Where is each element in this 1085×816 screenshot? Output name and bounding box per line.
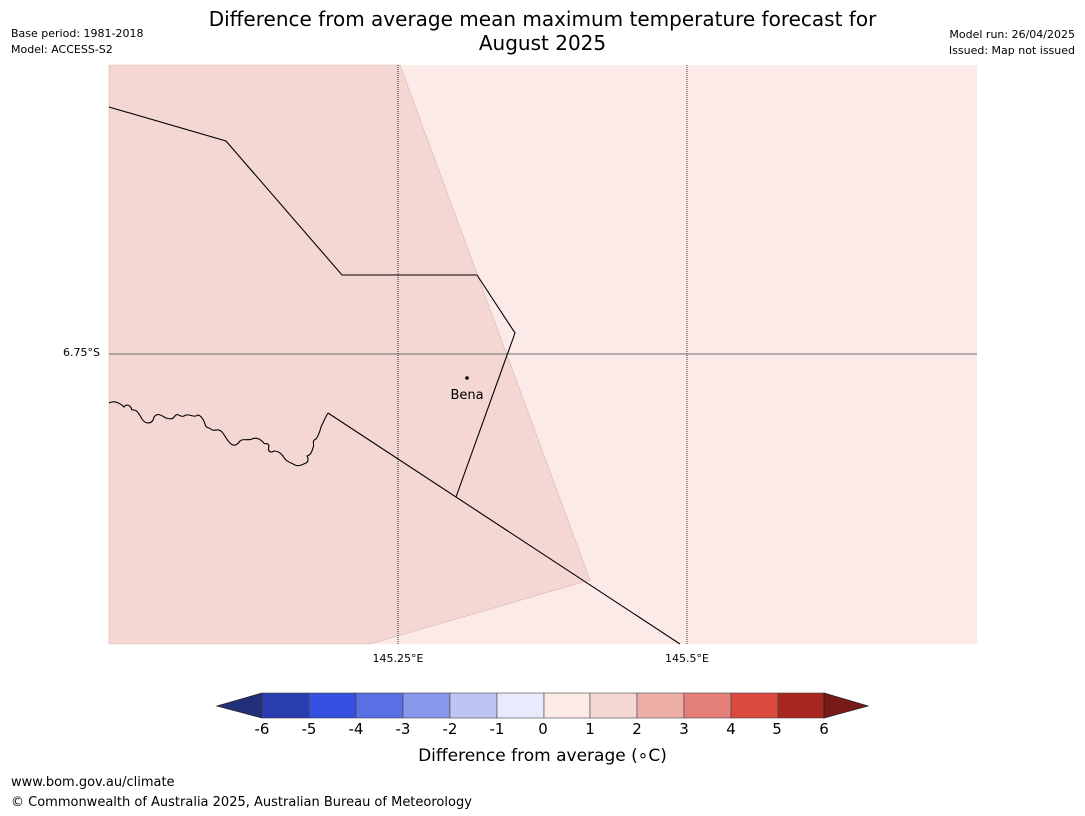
footer-copyright: © Commonwealth of Australia 2025, Austra… xyxy=(11,795,472,810)
colorbar-bin xyxy=(589,692,638,719)
colorbar-tick-label: -5 xyxy=(301,720,317,738)
map-title: Difference from average mean maximum tem… xyxy=(170,7,915,55)
colorbar-bin xyxy=(308,692,357,719)
latitude-label: 6.75°S xyxy=(63,346,100,359)
map-title-line2: August 2025 xyxy=(478,31,607,55)
colorbar-bin xyxy=(355,692,404,719)
meta-right: Model run: 26/04/2025 Issued: Map not is… xyxy=(949,27,1075,59)
longitude-label: 145.25°E xyxy=(372,652,424,665)
colorbar-bin xyxy=(261,692,310,719)
footer-url: www.bom.gov.au/climate xyxy=(11,775,175,790)
map-region-1-to-2 xyxy=(108,64,591,645)
colorbar-extend-high xyxy=(823,692,870,719)
colorbar-bin xyxy=(496,692,545,719)
colorbar-tick-label: -3 xyxy=(395,720,411,738)
map-title-line1: Difference from average mean maximum tem… xyxy=(208,7,877,31)
colorbar-bin xyxy=(449,692,498,719)
longitude-label: 145.5°E xyxy=(665,652,709,665)
colorbar-tick-label: 5 xyxy=(772,720,782,738)
model-run-label: Model run: 26/04/2025 xyxy=(949,28,1075,41)
colorbar-tick-label: 6 xyxy=(819,720,829,738)
colorbar-tick-label: 0 xyxy=(538,720,548,738)
issued-label: Issued: Map not issued xyxy=(948,44,1075,57)
colorbar-tick-label: 1 xyxy=(585,720,595,738)
colorbar-bin xyxy=(777,692,825,719)
colorbar-tick-label: -1 xyxy=(489,720,505,738)
colorbar-bin xyxy=(402,692,451,719)
bena-town-marker xyxy=(465,376,469,380)
meta-left: Base period: 1981-2018 Model: ACCESS-S2 xyxy=(11,26,143,58)
colorbar-bin xyxy=(636,692,685,719)
colorbar-tick-label: 2 xyxy=(632,720,642,738)
colorbar-tick-label: -6 xyxy=(254,720,270,738)
colorbar-tick-label: 4 xyxy=(726,720,736,738)
place-label-bena: Bena xyxy=(450,388,484,403)
province-boundary-south xyxy=(327,412,681,645)
colorbar-tick-label: -4 xyxy=(348,720,364,738)
colorbar-title: Difference from average (∘C) xyxy=(418,746,667,766)
province-boundary-north xyxy=(108,106,516,498)
colorbar-bin xyxy=(683,692,732,719)
river-line xyxy=(108,401,329,467)
model-label: Model: ACCESS-S2 xyxy=(11,43,113,56)
colorbar-extend-low xyxy=(215,692,263,719)
colorbar-bin xyxy=(543,692,591,719)
colorbar-tick-label: 3 xyxy=(679,720,689,738)
colorbar-bin xyxy=(730,692,779,719)
base-period-label: Base period: 1981-2018 xyxy=(11,27,144,40)
colorbar-tick-label: -2 xyxy=(442,720,458,738)
